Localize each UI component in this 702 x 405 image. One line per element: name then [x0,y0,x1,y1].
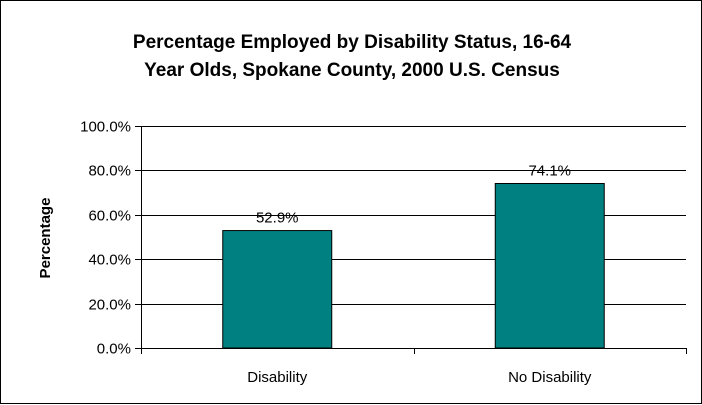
chart-title-line-1: Percentage Employed by Disability Status… [133,32,572,53]
labels: 0.0% 20.0% 40.0% 60.0% 80.0% 100.0% 52.9% Disab… [80,119,592,387]
y-tick-label: 60.0% [88,208,131,225]
y-tick-label: 40.0% [88,252,131,269]
data-label: 74.1% [528,162,571,179]
y-tick-label: 100.0% [80,119,131,136]
y-tick-label: 80.0% [88,163,131,180]
data-label: 52.9% [256,210,299,227]
y-tick-label: 20.0% [88,297,131,314]
bar-disability [222,230,333,349]
chart-title-line-2: Year Olds, Spokane County, 2000 U.S. Cen… [144,60,560,81]
bars [222,182,605,349]
y-tick-label: 0.0% [97,341,131,358]
bar-no-disability [494,182,605,349]
x-category-label: Disability [247,369,308,386]
x-category-label: No Disability [508,369,592,386]
y-axis-title: Percentage [37,198,54,279]
